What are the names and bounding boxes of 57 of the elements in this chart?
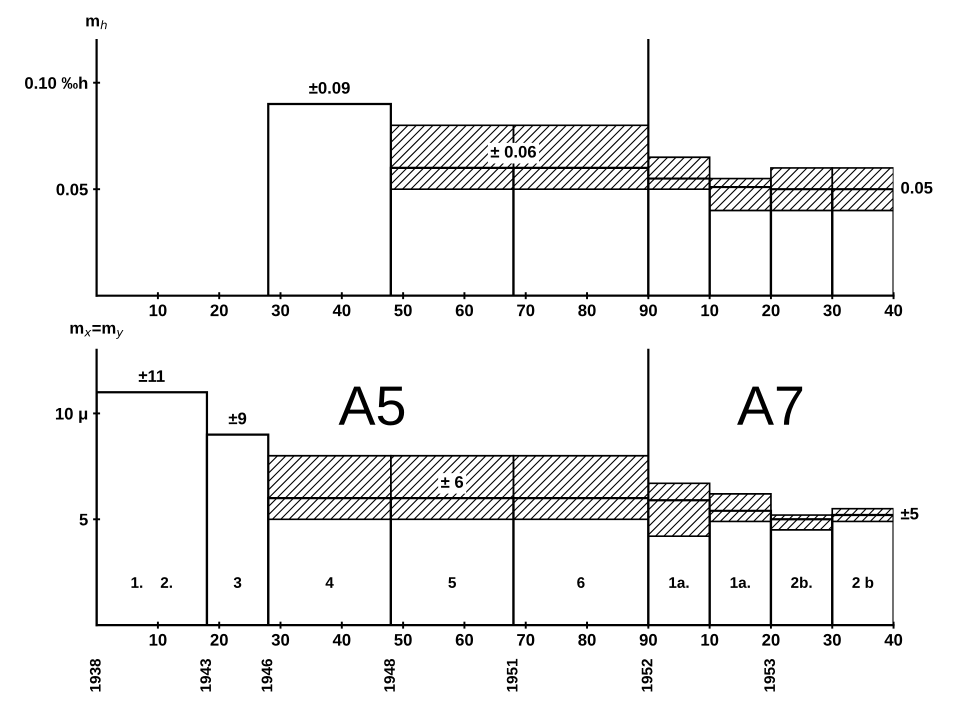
x-tick-label: 60 — [456, 634, 474, 646]
annotation: 0.05 — [901, 182, 932, 194]
x-tick-label: 20 — [762, 634, 780, 646]
x-tick-label: 30 — [272, 304, 290, 316]
annotation: 1938 — [90, 658, 101, 692]
x-tick-label: 40 — [332, 634, 350, 646]
annotation: ± 0.06 — [490, 146, 536, 158]
x-tick-label: 30 — [823, 304, 841, 316]
annotation: ±11 — [138, 370, 165, 382]
annotation: 1943 — [200, 659, 212, 692]
annotation: 3 — [234, 577, 242, 588]
annotation: 2b. — [791, 576, 812, 588]
x-tick-label: 30 — [823, 634, 841, 646]
annotation: A5 — [338, 386, 404, 426]
annotation: 4 — [326, 577, 334, 588]
annotation: 6 — [577, 577, 585, 588]
x-tick-label: 40 — [884, 634, 902, 646]
y-tick-label: 0.10 ‰h — [25, 76, 88, 89]
annotation: 1952 — [642, 659, 652, 692]
x-tick-label: 20 — [762, 304, 780, 316]
x-tick-label: 40 — [332, 304, 350, 316]
x-tick-label: 90 — [640, 634, 657, 646]
x-tick-label: 90 — [640, 304, 657, 316]
annotation: 1946 — [262, 659, 272, 692]
x-tick-label: 30 — [272, 634, 290, 646]
annotation: ±9 — [228, 412, 246, 424]
x-tick-label: 80 — [578, 634, 596, 646]
y-axis-title: m$_{h}$ — [86, 17, 107, 30]
annotation: 1948 — [384, 658, 395, 692]
x-tick-label: 10 — [150, 634, 166, 646]
annotation: ± 6 — [441, 476, 464, 488]
x-tick-label: 20 — [210, 634, 228, 646]
y-tick-label: 10 μ — [56, 408, 88, 423]
y-axis-title: m$_{x}$=m$_{y}$ — [70, 324, 124, 339]
annotation: 1a. — [730, 577, 750, 588]
annotation: ±5 — [900, 508, 918, 520]
annotation: A7 — [737, 386, 802, 425]
annotation: 1951 — [506, 658, 518, 692]
x-tick-label: 80 — [578, 304, 596, 316]
x-tick-label: 70 — [517, 304, 534, 316]
annotation: 5 — [448, 577, 456, 588]
x-tick-label: 10 — [701, 304, 718, 316]
annotation: 1a. — [669, 577, 689, 588]
x-tick-label: 60 — [456, 304, 474, 316]
annotation: 2 b — [852, 576, 874, 588]
x-tick-label: 70 — [517, 634, 534, 646]
annotation: 1953 — [764, 659, 776, 692]
y-tick-label: 5 — [80, 514, 88, 526]
x-tick-label: 20 — [210, 304, 228, 316]
x-tick-label: 10 — [150, 304, 166, 316]
x-tick-label: 10 — [701, 634, 718, 646]
annotation: 1. 2. — [132, 577, 172, 588]
y-tick-label: 0.05 — [56, 184, 88, 196]
x-tick-label: 40 — [884, 304, 902, 316]
annotation: ±0.09 — [309, 82, 350, 94]
x-tick-label: 50 — [394, 634, 412, 646]
x-tick-label: 50 — [394, 304, 412, 316]
